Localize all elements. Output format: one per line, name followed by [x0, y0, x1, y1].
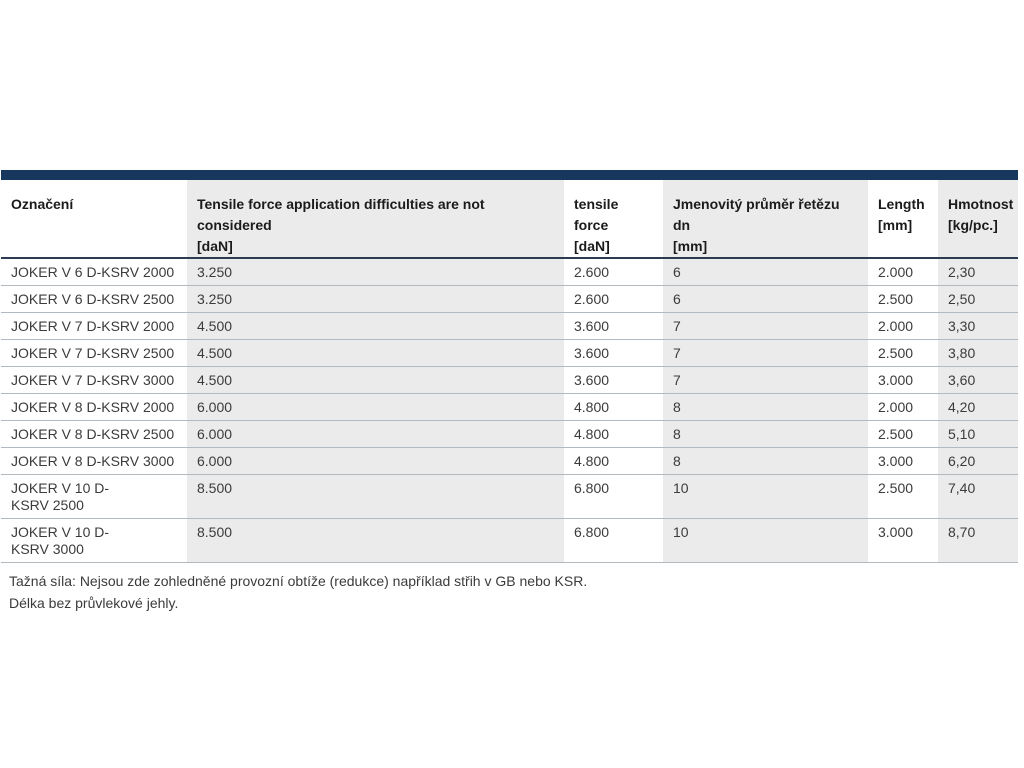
value-cell: 4.500 — [187, 339, 564, 367]
value-cell: 4.800 — [574, 399, 610, 415]
table-row: JOKER V 6 D-KSRV 2500 3.250 2.600 6 2.500 2,5… — [1, 285, 1018, 313]
table-row: JOKER V 8 D-KSRV 3000 6.000 4.800 8 3.000 6,2… — [1, 447, 1018, 475]
value-cell: 2.000 — [878, 399, 914, 415]
product-spec-table: Označení Tensile force application diffic… — [1, 180, 1018, 563]
value-cell: 3,30 — [938, 312, 1018, 340]
value-cell: 3.000 — [878, 524, 914, 540]
footnote-line: Tažná síla: Nejsou zde zohledněné provoz… — [9, 573, 588, 589]
value-cell: 2.500 — [878, 291, 914, 307]
designation-cell: JOKER V 8 D-KSRV 2000 — [11, 399, 175, 415]
column-header: Tensile force application difficulties a… — [187, 180, 564, 258]
value-cell: 7 — [663, 339, 868, 367]
value-cell: 6,20 — [938, 447, 1018, 475]
value-cell: 7 — [663, 366, 868, 394]
value-cell: 10 — [663, 518, 868, 563]
value-cell: 3,60 — [938, 366, 1018, 394]
spec-sheet: Označení Tensile force application diffic… — [1, 170, 1018, 614]
designation-cell: JOKER V 10 D- KSRV 2500 — [11, 480, 110, 513]
table-body: JOKER V 6 D-KSRV 2000 3.250 2.600 6 2.000 2,3… — [1, 258, 1018, 563]
value-cell: 8,70 — [938, 518, 1018, 563]
value-cell: 3.600 — [574, 318, 610, 334]
column-header: Hmotnost [kg/pc.] — [938, 180, 1018, 258]
value-cell: 4.800 — [574, 453, 610, 469]
value-cell: 2.000 — [878, 264, 914, 280]
designation-cell: JOKER V 10 D- KSRV 3000 — [11, 524, 110, 557]
value-cell: 3,80 — [938, 339, 1018, 367]
value-cell: 8 — [663, 420, 868, 448]
header-row: Označení Tensile force application diffic… — [1, 180, 1018, 258]
value-cell: 2,30 — [938, 258, 1018, 286]
value-cell: 6 — [663, 258, 868, 286]
value-cell: 3.250 — [187, 258, 564, 286]
value-cell: 2,50 — [938, 285, 1018, 313]
designation-cell: JOKER V 7 D-KSRV 3000 — [11, 372, 175, 388]
value-cell: 7 — [663, 312, 868, 340]
value-cell: 2.500 — [878, 345, 914, 361]
value-cell: 6.000 — [187, 420, 564, 448]
value-cell: 2.500 — [878, 426, 914, 442]
value-cell: 2.600 — [574, 264, 610, 280]
footnote-line: Délka bez průvlekové jehly. — [9, 595, 179, 611]
column-header: tensile force [daN] — [574, 196, 619, 254]
value-cell: 8 — [663, 393, 868, 421]
value-cell: 4.500 — [187, 366, 564, 394]
table-row: JOKER V 8 D-KSRV 2500 6.000 4.800 8 2.500 5,1… — [1, 420, 1018, 448]
footnotes: Tažná síla: Nejsou zde zohledněné provoz… — [1, 570, 1018, 614]
table-row: JOKER V 10 D- KSRV 2500 8.500 6.800 10 2.500… — [1, 474, 1018, 519]
value-cell: 3.000 — [878, 372, 914, 388]
designation-cell: JOKER V 6 D-KSRV 2000 — [11, 264, 175, 280]
designation-cell: JOKER V 7 D-KSRV 2000 — [11, 318, 175, 334]
value-cell: 6.800 — [574, 524, 610, 540]
table-row: JOKER V 7 D-KSRV 2500 4.500 3.600 7 2.500 3,8… — [1, 339, 1018, 367]
table-head: Označení Tensile force application diffic… — [1, 180, 1018, 258]
value-cell: 2.600 — [574, 291, 610, 307]
value-cell: 3.250 — [187, 285, 564, 313]
value-cell: 6.000 — [187, 393, 564, 421]
column-header: Length [mm] — [878, 196, 925, 233]
value-cell: 5,10 — [938, 420, 1018, 448]
value-cell: 8.500 — [187, 518, 564, 563]
column-header: Jmenovitý průměr řetězu dn [mm] — [663, 180, 868, 258]
table-row: JOKER V 10 D- KSRV 3000 8.500 6.800 10 3.000… — [1, 518, 1018, 563]
table-row: JOKER V 7 D-KSRV 3000 4.500 3.600 7 3.000 3,6… — [1, 366, 1018, 394]
value-cell: 6 — [663, 285, 868, 313]
value-cell: 8.500 — [187, 474, 564, 519]
value-cell: 3.600 — [574, 372, 610, 388]
value-cell: 6.800 — [574, 480, 610, 496]
column-header: Označení — [11, 196, 74, 212]
value-cell: 4.500 — [187, 312, 564, 340]
value-cell: 4,20 — [938, 393, 1018, 421]
designation-cell: JOKER V 8 D-KSRV 2500 — [11, 426, 175, 442]
value-cell: 3.000 — [878, 453, 914, 469]
value-cell: 7,40 — [938, 474, 1018, 519]
designation-cell: JOKER V 6 D-KSRV 2500 — [11, 291, 175, 307]
value-cell: 10 — [663, 474, 868, 519]
value-cell: 2.000 — [878, 318, 914, 334]
value-cell: 8 — [663, 447, 868, 475]
designation-cell: JOKER V 8 D-KSRV 3000 — [11, 453, 175, 469]
table-row: JOKER V 8 D-KSRV 2000 6.000 4.800 8 2.000 4,2… — [1, 393, 1018, 421]
table-top-bar — [1, 170, 1018, 180]
table-row: JOKER V 6 D-KSRV 2000 3.250 2.600 6 2.000 2,3… — [1, 258, 1018, 286]
value-cell: 3.600 — [574, 345, 610, 361]
table-row: JOKER V 7 D-KSRV 2000 4.500 3.600 7 2.000 3,3… — [1, 312, 1018, 340]
designation-cell: JOKER V 7 D-KSRV 2500 — [11, 345, 175, 361]
value-cell: 4.800 — [574, 426, 610, 442]
value-cell: 6.000 — [187, 447, 564, 475]
value-cell: 2.500 — [878, 480, 914, 496]
